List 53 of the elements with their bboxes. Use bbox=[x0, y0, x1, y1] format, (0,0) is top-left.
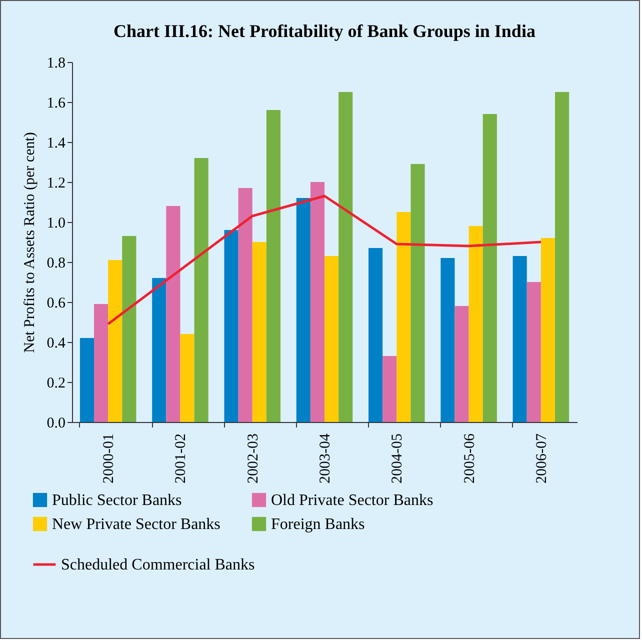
bar bbox=[194, 158, 208, 422]
bar bbox=[122, 236, 136, 422]
bar bbox=[338, 92, 353, 422]
bar bbox=[382, 356, 397, 422]
bar bbox=[310, 182, 324, 422]
x-tick-label: 2003-04 bbox=[318, 433, 334, 484]
bar bbox=[180, 334, 194, 422]
y-tick-label: 1.4 bbox=[46, 136, 66, 152]
y-tick-label: 0.4 bbox=[46, 336, 66, 352]
bar bbox=[80, 338, 94, 422]
bar bbox=[554, 92, 570, 422]
bar bbox=[166, 206, 180, 422]
bar bbox=[252, 242, 266, 422]
y-tick-label: 1.0 bbox=[46, 216, 66, 232]
bar bbox=[440, 258, 455, 422]
legend-label: New Private Sector Banks bbox=[52, 516, 220, 533]
bar bbox=[540, 238, 555, 422]
bar bbox=[324, 256, 339, 422]
bar bbox=[94, 304, 108, 422]
legend-label: Foreign Banks bbox=[271, 516, 365, 533]
chart-title: Chart III.16: Net Profitability of Bank Groups in India bbox=[114, 21, 536, 41]
y-tick-label: 0.6 bbox=[46, 296, 66, 312]
bar bbox=[108, 260, 122, 422]
legend-label: Public Sector Banks bbox=[52, 492, 182, 509]
y-tick-label: 1.2 bbox=[46, 176, 66, 192]
bar bbox=[468, 226, 483, 422]
y-tick-label: 1.6 bbox=[46, 96, 66, 112]
bar bbox=[482, 114, 497, 422]
x-tick-label: 2001-02 bbox=[173, 434, 190, 484]
bar bbox=[410, 164, 425, 422]
legend-label: Scheduled Commercial Banks bbox=[61, 556, 255, 574]
y-axis-title: Net Profits to Assets Ratio (per cent) bbox=[22, 132, 38, 353]
x-tick-label: 2004-05 bbox=[390, 434, 406, 484]
y-tick-label: 0.8 bbox=[46, 256, 66, 272]
bar bbox=[526, 282, 541, 422]
line-series bbox=[106, 194, 542, 326]
legend-label: Old Private Sector Banks bbox=[271, 492, 434, 509]
y-tick-label: 0.2 bbox=[46, 376, 66, 392]
bar bbox=[296, 198, 310, 422]
bar bbox=[454, 306, 469, 422]
bar bbox=[512, 256, 527, 422]
y-tick-label: 0.0 bbox=[46, 416, 66, 432]
x-tick-label: 2002-03 bbox=[245, 434, 262, 484]
x-tick-label: 2000-01 bbox=[101, 434, 118, 484]
bar bbox=[266, 110, 280, 422]
y-tick-label: 1.8 bbox=[46, 56, 66, 72]
bar bbox=[396, 212, 411, 422]
bar bbox=[368, 248, 383, 422]
x-tick-label: 2005-06 bbox=[462, 433, 478, 484]
bar bbox=[224, 230, 238, 422]
bar bbox=[238, 188, 252, 422]
bar bbox=[152, 278, 166, 422]
x-tick-label: 2006-07 bbox=[534, 433, 550, 484]
